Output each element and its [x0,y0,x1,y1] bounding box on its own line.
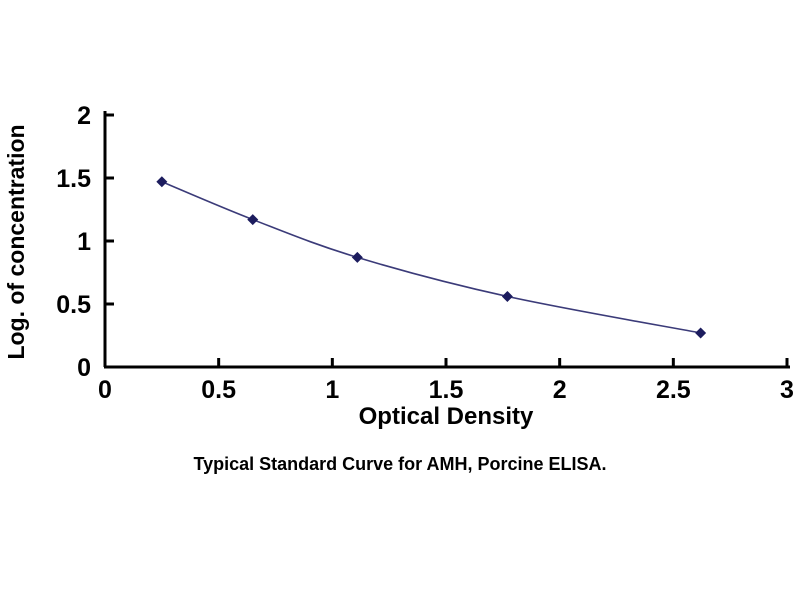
data-point-marker [156,176,168,188]
x-tick-label: 1 [325,376,339,404]
chart-caption: Typical Standard Curve for AMH, Porcine … [193,454,606,474]
x-tick-label: 1.5 [429,376,464,404]
data-point-marker [351,251,363,263]
y-axis-label: Log. of concentration [3,124,29,359]
data-point-marker [247,214,259,226]
data-point-marker [695,327,707,339]
x-axis-label: Optical Density [359,403,534,430]
y-tick-label: 2 [77,102,91,130]
x-tick-label: 0 [98,376,112,404]
y-tick-label: 0 [77,354,91,382]
curve-line [161,181,701,334]
x-tick-label: 2.5 [656,376,691,404]
x-tick-label: 2 [553,376,567,404]
plot-area: 0 0.5 1 1.5 2 2.5 3 0 0.5 1 1.5 2 [56,102,794,404]
y-tick-label: 1 [77,228,91,256]
data-point-marker [501,290,513,302]
y-tick-label: 1.5 [56,165,91,193]
x-tick-label: 3 [780,376,794,404]
x-tick-label: 0.5 [201,376,236,404]
y-tick-label: 0.5 [56,291,91,319]
